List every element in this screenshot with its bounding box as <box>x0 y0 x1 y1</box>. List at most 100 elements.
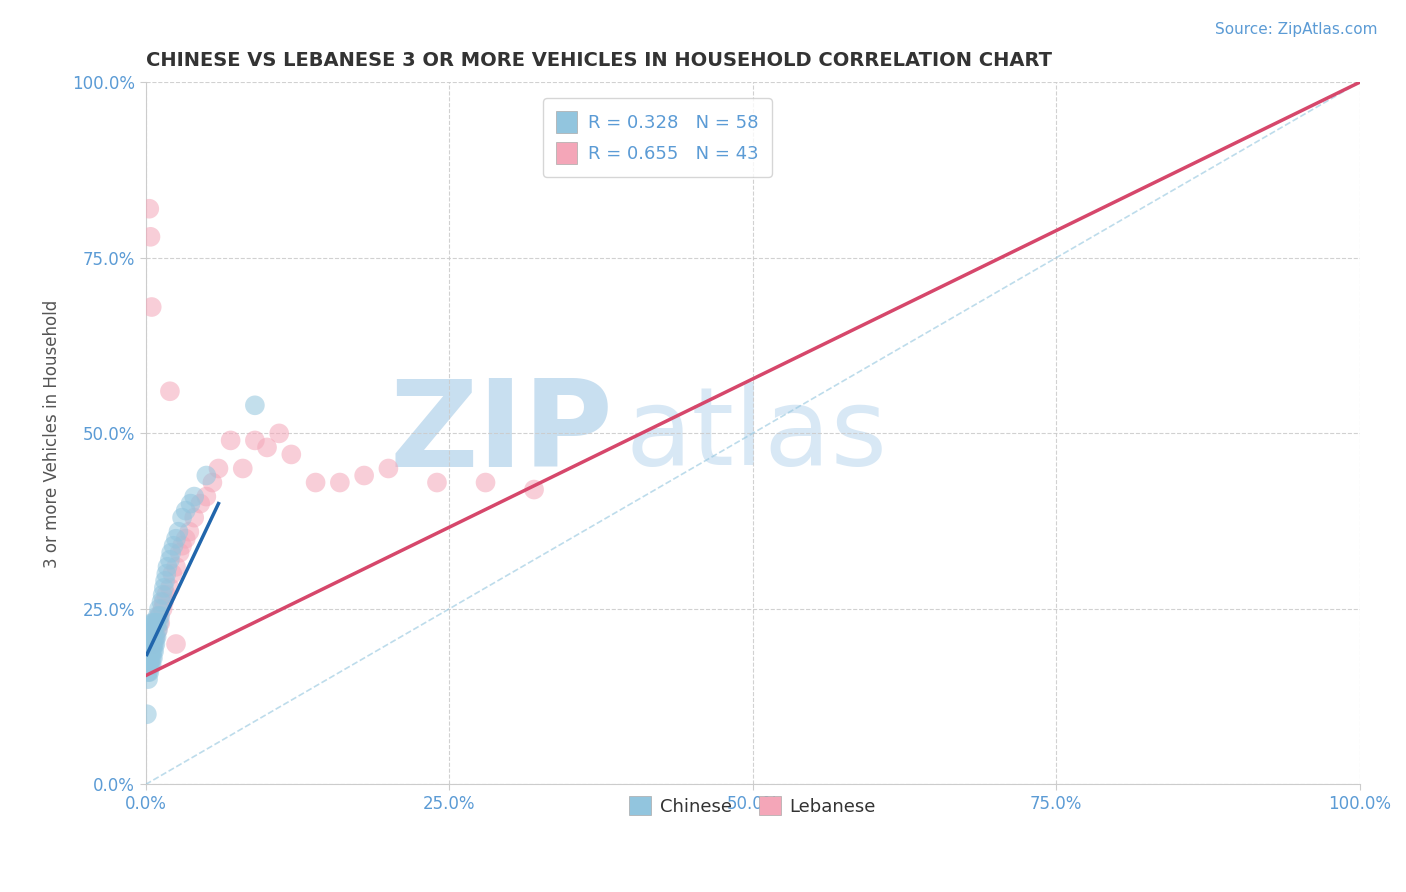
Point <box>139 644 162 658</box>
Text: Source: ZipAtlas.com: Source: ZipAtlas.com <box>1215 22 1378 37</box>
Point <box>174 503 197 517</box>
Point <box>136 672 159 686</box>
Point <box>150 595 173 609</box>
Point <box>180 497 202 511</box>
Point <box>143 630 166 644</box>
Point <box>143 615 166 630</box>
Point <box>142 644 165 658</box>
Point <box>143 637 166 651</box>
Point <box>141 623 163 637</box>
Point <box>353 468 375 483</box>
Point <box>148 609 170 624</box>
Point <box>179 524 201 539</box>
Point <box>146 609 169 624</box>
Point <box>141 630 163 644</box>
Point <box>243 434 266 448</box>
Point <box>149 615 172 630</box>
Point <box>160 546 183 560</box>
Point <box>141 658 163 673</box>
Point <box>135 707 157 722</box>
Point <box>243 398 266 412</box>
Point <box>280 447 302 461</box>
Point <box>195 468 218 483</box>
Point <box>152 588 174 602</box>
Point <box>183 510 205 524</box>
Point <box>153 581 176 595</box>
Point <box>159 581 181 595</box>
Point <box>141 300 163 314</box>
Point <box>143 644 166 658</box>
Point <box>141 615 163 630</box>
Point <box>141 644 163 658</box>
Point <box>138 637 160 651</box>
Point <box>142 623 165 637</box>
Point <box>155 588 177 602</box>
Point <box>153 595 176 609</box>
Point <box>148 615 170 630</box>
Point <box>141 630 163 644</box>
Point <box>143 630 166 644</box>
Point <box>162 566 184 581</box>
Point <box>174 532 197 546</box>
Point <box>304 475 326 490</box>
Text: ZIP: ZIP <box>389 375 613 491</box>
Point <box>138 202 160 216</box>
Point <box>159 553 181 567</box>
Point <box>256 441 278 455</box>
Point <box>138 651 160 665</box>
Point <box>139 637 162 651</box>
Point <box>201 475 224 490</box>
Point <box>159 384 181 399</box>
Point <box>139 651 162 665</box>
Point <box>138 644 160 658</box>
Point <box>139 658 162 673</box>
Point <box>474 475 496 490</box>
Point <box>136 658 159 673</box>
Point <box>219 434 242 448</box>
Y-axis label: 3 or more Vehicles in Household: 3 or more Vehicles in Household <box>44 299 60 567</box>
Point <box>146 623 169 637</box>
Point <box>145 630 167 644</box>
Point <box>142 637 165 651</box>
Point <box>143 623 166 637</box>
Point <box>139 644 162 658</box>
Point <box>138 665 160 679</box>
Point <box>145 615 167 630</box>
Point <box>155 566 177 581</box>
Point <box>139 630 162 644</box>
Point <box>142 615 165 630</box>
Point <box>232 461 254 475</box>
Point <box>142 630 165 644</box>
Point <box>170 539 193 553</box>
Point <box>183 490 205 504</box>
Point <box>143 637 166 651</box>
Point <box>149 609 172 624</box>
Text: atlas: atlas <box>626 382 887 488</box>
Point <box>426 475 449 490</box>
Text: CHINESE VS LEBANESE 3 OR MORE VEHICLES IN HOUSEHOLD CORRELATION CHART: CHINESE VS LEBANESE 3 OR MORE VEHICLES I… <box>146 51 1052 70</box>
Point <box>143 615 166 630</box>
Legend: Chinese, Lebanese: Chinese, Lebanese <box>620 787 884 824</box>
Point <box>148 602 170 616</box>
Point <box>139 229 162 244</box>
Point <box>153 574 176 588</box>
Point <box>141 651 163 665</box>
Point <box>195 490 218 504</box>
Point <box>142 651 165 665</box>
Point <box>146 623 169 637</box>
Point <box>167 524 190 539</box>
Point <box>269 426 291 441</box>
Point <box>143 630 166 644</box>
Point <box>152 602 174 616</box>
Point <box>156 559 179 574</box>
Point <box>329 475 352 490</box>
Point <box>165 637 187 651</box>
Point <box>136 665 159 679</box>
Point <box>377 461 399 475</box>
Point <box>207 461 229 475</box>
Point <box>142 637 165 651</box>
Point <box>188 497 211 511</box>
Point <box>162 539 184 553</box>
Point <box>138 658 160 673</box>
Point <box>145 615 167 630</box>
